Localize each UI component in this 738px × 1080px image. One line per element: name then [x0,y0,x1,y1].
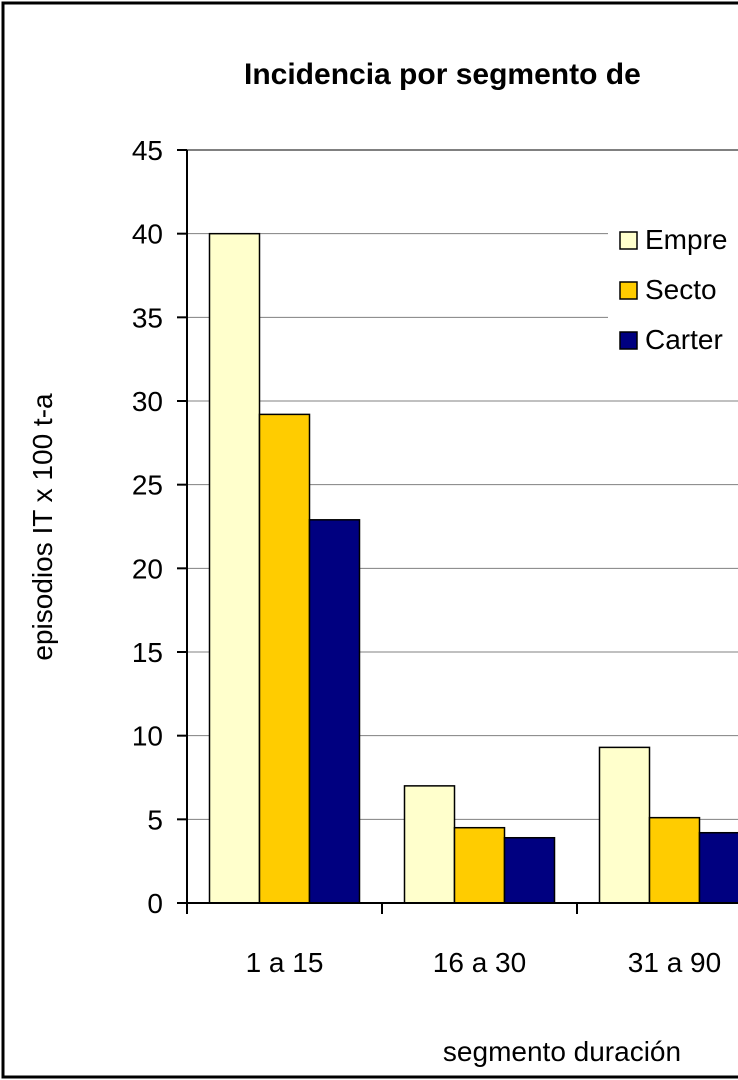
legend-swatch-1 [619,231,638,250]
legend-label-1: Empre [645,224,727,255]
y-tick-label: 5 [147,804,163,835]
y-tick-label: 0 [147,888,163,919]
chart-title: Incidencia por segmento de [244,58,641,91]
bar-1-3 [598,746,651,904]
bars [208,232,738,904]
y-axis-label: episodios IT x 100 t-a [27,393,58,661]
legend: Empre Secto Carter [619,224,727,355]
legend-label-2: Secto [645,274,717,305]
y-tick-label: 15 [132,637,163,668]
y-tick-label: 20 [132,553,163,584]
legend-swatch-2 [619,281,638,300]
y-tick-label: 40 [132,219,163,250]
bar-2-3 [648,816,701,904]
axes: 0 5 10 15 20 25 30 35 40 45 1 a 15 16 a 30 31 a 90 [132,135,738,978]
bar-3-1 [308,519,361,904]
bar-1-2 [403,785,456,904]
x-tick-label: 31 a 90 [628,947,721,978]
bar-2-2 [453,826,506,904]
y-tick-label: 30 [132,386,163,417]
legend-swatch-3 [619,331,638,350]
x-tick-label: 16 a 30 [433,947,526,978]
bar-1-1 [208,232,261,904]
x-axis-label: segmento duración [443,1036,681,1067]
y-tick-label: 45 [132,135,163,166]
bar-3-2 [503,836,556,904]
x-tick-label: 1 a 15 [246,947,324,978]
legend-label-3: Carter [645,324,723,355]
bar-3-3 [698,831,738,904]
bar-2-1 [258,413,311,904]
y-tick-label: 10 [132,721,163,752]
y-tick-label: 25 [132,470,163,501]
y-tick-label: 35 [132,302,163,333]
